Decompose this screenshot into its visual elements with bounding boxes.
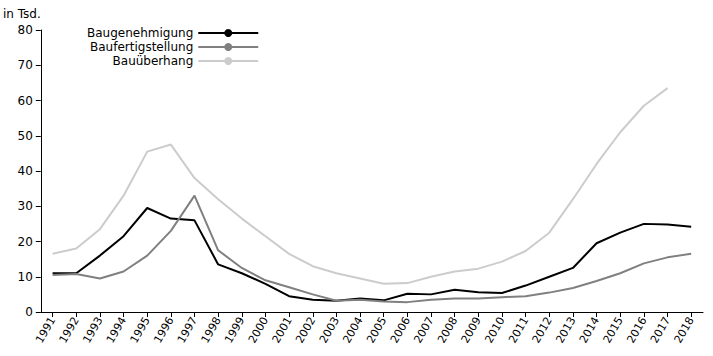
svg-text:2000: 2000 <box>246 315 271 346</box>
svg-text:60: 60 <box>18 94 33 108</box>
svg-text:2012: 2012 <box>530 315 555 346</box>
svg-text:70: 70 <box>18 58 33 72</box>
svg-text:2001: 2001 <box>269 315 294 346</box>
svg-text:Baugenehmigung: Baugenehmigung <box>87 26 193 40</box>
svg-text:1996: 1996 <box>151 315 176 346</box>
svg-text:2008: 2008 <box>435 315 460 346</box>
svg-text:2007: 2007 <box>411 315 436 346</box>
svg-text:2003: 2003 <box>317 315 342 346</box>
svg-text:2013: 2013 <box>553 315 578 346</box>
svg-text:2009: 2009 <box>459 315 484 346</box>
svg-text:1995: 1995 <box>128 315 153 346</box>
svg-text:Baufertigstellung: Baufertigstellung <box>90 40 193 54</box>
svg-text:Bauüberhang: Bauüberhang <box>113 54 194 68</box>
svg-text:in Tsd.: in Tsd. <box>3 7 41 21</box>
svg-text:10: 10 <box>17 270 32 284</box>
svg-text:2011: 2011 <box>506 315 531 346</box>
svg-text:1991: 1991 <box>33 315 58 346</box>
svg-text:2002: 2002 <box>293 315 318 346</box>
svg-text:2006: 2006 <box>388 315 413 346</box>
svg-text:2017: 2017 <box>648 315 673 346</box>
svg-text:80: 80 <box>18 23 33 37</box>
svg-text:1998: 1998 <box>199 315 224 346</box>
svg-text:1994: 1994 <box>104 315 129 346</box>
svg-text:2005: 2005 <box>364 315 389 346</box>
svg-text:2010: 2010 <box>482 315 507 346</box>
svg-text:1999: 1999 <box>222 315 247 346</box>
svg-text:2004: 2004 <box>340 315 365 346</box>
svg-text:20: 20 <box>17 235 32 249</box>
svg-text:50: 50 <box>18 129 33 143</box>
svg-text:1992: 1992 <box>57 315 82 346</box>
svg-text:0: 0 <box>25 305 33 319</box>
svg-text:2018: 2018 <box>672 315 697 346</box>
svg-text:30: 30 <box>17 199 32 213</box>
svg-text:40: 40 <box>17 164 32 178</box>
svg-text:1993: 1993 <box>80 315 105 346</box>
svg-text:1997: 1997 <box>175 315 200 346</box>
svg-text:2015: 2015 <box>601 315 626 346</box>
svg-text:2014: 2014 <box>577 315 602 346</box>
svg-text:2016: 2016 <box>624 315 649 346</box>
